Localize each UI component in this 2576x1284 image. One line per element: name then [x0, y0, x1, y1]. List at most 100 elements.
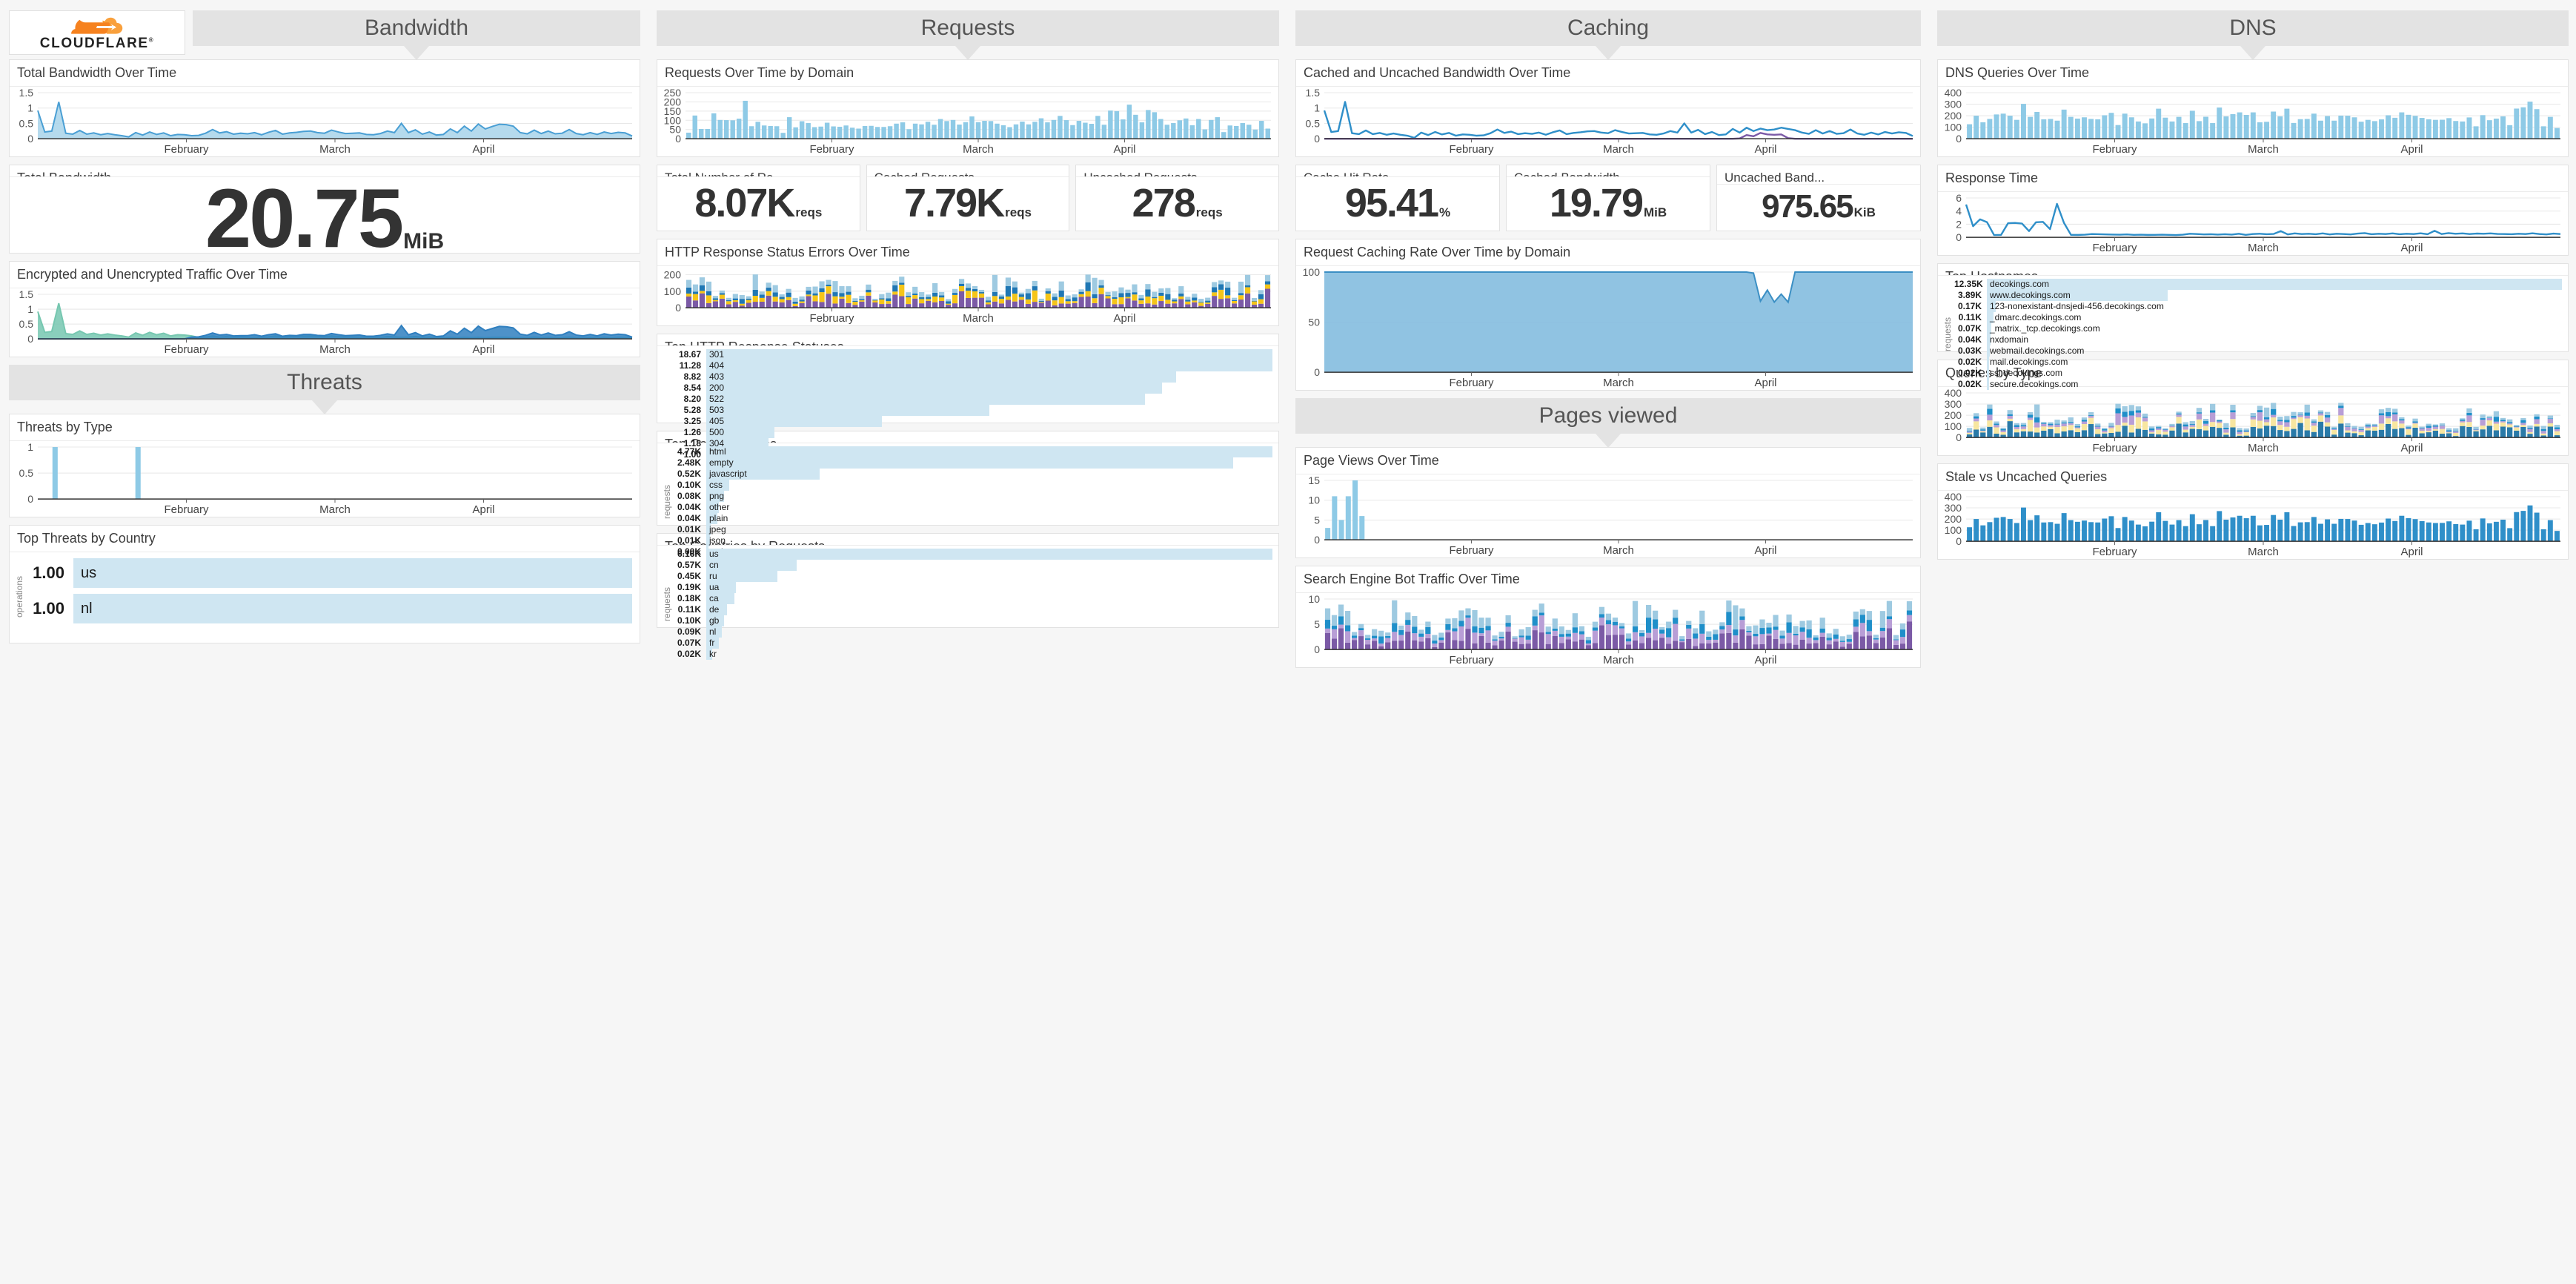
- list-item-value: 0.07K: [1957, 323, 1982, 334]
- svg-text:March: March: [2248, 546, 2279, 558]
- list-item[interactable]: 0.11K _dmarc.decokings.com: [1954, 312, 2562, 323]
- list-item[interactable]: 0.52K javascript: [674, 469, 1272, 480]
- list-item[interactable]: 2.48K empty: [674, 457, 1272, 469]
- list-item[interactable]: 0.07K fr: [674, 638, 1272, 649]
- list-item-bar: [706, 593, 735, 604]
- list-item[interactable]: 0.02K mail.decokings.com: [1954, 357, 2562, 368]
- list-item-value: 5.28: [683, 405, 701, 415]
- section-banner-bandwidth[interactable]: Bandwidth: [193, 10, 640, 60]
- list-item-bar-wrap: us: [73, 557, 632, 588]
- section-banner-requests[interactable]: Requests: [657, 10, 1279, 60]
- chart-request-caching-rate[interactable]: 0 50 100 February March April: [1296, 266, 1920, 390]
- svg-text:100: 100: [664, 285, 682, 297]
- list-item[interactable]: 3.89K www.decokings.com: [1954, 290, 2562, 301]
- list-item[interactable]: 11.28 404: [674, 360, 1272, 371]
- svg-text:0: 0: [27, 493, 33, 505]
- svg-text:0: 0: [1314, 366, 1320, 378]
- list-item-value: 8.82: [683, 371, 701, 382]
- svg-text:February: February: [1450, 143, 1494, 156]
- svg-text:10: 10: [1308, 593, 1320, 605]
- svg-text:April: April: [2401, 143, 2423, 156]
- chart-stale-vs-uncached[interactable]: 0 100 200 300 400 February March April: [1938, 491, 2568, 559]
- list-item-bar-wrap: 503: [706, 405, 1272, 416]
- list-item[interactable]: 0.01K jpeg: [674, 524, 1272, 535]
- list-item-bar-wrap: 404: [706, 360, 1272, 371]
- list-item[interactable]: 0.57K cn: [674, 560, 1272, 571]
- list-item-value: 8.54: [683, 383, 701, 393]
- list-item[interactable]: 0.10K gb: [674, 615, 1272, 626]
- list-item-bar-wrap: fr: [706, 638, 1272, 649]
- list-item[interactable]: 0.07K _matrix._tcp.decokings.com: [1954, 323, 2562, 334]
- list-item-bar-wrap: plain: [706, 513, 1272, 524]
- chart-response-time[interactable]: 0 2 4 6 February March April: [1938, 192, 2568, 255]
- chart-dns-queries-over-time[interactable]: 0 100 200 300 400 February March April: [1938, 87, 2568, 156]
- list-item-bar: [1987, 323, 1992, 334]
- svg-text:300: 300: [1945, 98, 1962, 110]
- list-item[interactable]: 0.02K secure.decokings.com: [1954, 379, 2562, 390]
- list-item[interactable]: 0.04K plain: [674, 513, 1272, 524]
- list-item[interactable]: 12.35K decokings.com: [1954, 279, 2562, 290]
- chart-encrypted-traffic[interactable]: 0 0.5 1 1.5 February March April: [10, 288, 640, 357]
- list-item-bar: [706, 535, 711, 546]
- chart-cached-uncached-bandwidth[interactable]: 0 0.5 1 1.5 February March April: [1296, 87, 1920, 156]
- toplist-rows: 18.67 301 11.28 404 8.82 403: [674, 349, 1272, 460]
- list-item[interactable]: 3.25 405: [674, 416, 1272, 427]
- list-item[interactable]: 8.54 200: [674, 383, 1272, 394]
- list-item[interactable]: 0.19K ua: [674, 582, 1272, 593]
- svg-text:March: March: [1603, 143, 1634, 156]
- svg-text:March: March: [963, 143, 994, 156]
- cloudflare-cloud-icon: [71, 17, 123, 34]
- section-banner-threats[interactable]: Threats: [9, 365, 640, 414]
- panel-title: Encrypted and Unencrypted Traffic Over T…: [10, 262, 640, 288]
- list-item[interactable]: 1.26 500: [674, 427, 1272, 438]
- chart-bot-traffic-over-time[interactable]: 0 5 10 February March April: [1296, 593, 1920, 667]
- section-banner-dns[interactable]: DNS: [1937, 10, 2569, 60]
- list-item[interactable]: 0.09K nl: [674, 626, 1272, 638]
- chart-threats-by-type[interactable]: 0 0.5 1 February March April: [10, 441, 640, 517]
- chart-requests-over-time[interactable]: 0 50 100 150 200 250 February March April: [657, 87, 1278, 156]
- list-item[interactable]: 0.02K kr: [674, 649, 1272, 660]
- list-item[interactable]: 1.00 nl: [26, 593, 632, 623]
- chart-total-bandwidth-over-time[interactable]: 0 0.5 1 1.5 February March April: [10, 87, 640, 156]
- stat-value: 278: [1132, 181, 1196, 225]
- list-item[interactable]: 5.28 503: [674, 405, 1272, 416]
- chart-queries-by-type[interactable]: 0 100 200 300 400 February March April: [1938, 387, 2568, 455]
- list-item[interactable]: 0.08K png: [674, 491, 1272, 502]
- panel-title: Stale vs Uncached Queries: [1938, 464, 2568, 491]
- section-banner-pages-viewed[interactable]: Pages viewed: [1295, 398, 1921, 448]
- list-item[interactable]: 0.03K webmail.decokings.com: [1954, 345, 2562, 357]
- section-title-requests: Requests: [920, 16, 1015, 40]
- list-item[interactable]: 0.01K json: [674, 535, 1272, 546]
- list-item[interactable]: 1.00 us: [26, 557, 632, 588]
- list-item-bar-wrap: webmail.decokings.com: [1987, 345, 2562, 357]
- panel-title: Threats by Type: [10, 414, 640, 441]
- total-bandwidth-value-area: 20.75 MiB: [10, 177, 640, 260]
- list-item[interactable]: 8.82 403: [674, 371, 1272, 383]
- list-item-bar-wrap: cn: [706, 560, 1272, 571]
- list-item[interactable]: 0.04K nxdomain: [1954, 334, 2562, 345]
- list-item[interactable]: 0.04K other: [674, 502, 1272, 513]
- list-item[interactable]: 4.77K html: [674, 446, 1272, 457]
- list-item[interactable]: 0.02K ssl.decokings.com: [1954, 368, 2562, 379]
- svg-text:200: 200: [664, 268, 682, 280]
- list-item-bar-wrap: kr: [706, 649, 1272, 660]
- chart-http-errors-over-time[interactable]: 0 100 200 February March April: [657, 266, 1278, 325]
- list-item[interactable]: 0.17K 123-nonexistant-dnsjedi-456.decoki…: [1954, 301, 2562, 312]
- list-item[interactable]: 0.10K css: [674, 480, 1272, 491]
- list-item[interactable]: 0.45K ru: [674, 571, 1272, 582]
- section-banner-caching[interactable]: Caching: [1295, 10, 1921, 60]
- list-item-label: json: [709, 535, 726, 546]
- chart-page-views-over-time[interactable]: 0 5 10 15 February March April: [1296, 474, 1920, 557]
- list-item[interactable]: 0.11K de: [674, 604, 1272, 615]
- list-item[interactable]: 8.20 522: [674, 394, 1272, 405]
- list-item[interactable]: 6.16K us: [674, 549, 1272, 560]
- list-item[interactable]: 0.18K ca: [674, 593, 1272, 604]
- cloudflare-logo: CLOUDFLARE®: [9, 10, 185, 55]
- list-item-label: 503: [709, 405, 725, 415]
- list-item[interactable]: 18.67 301: [674, 349, 1272, 360]
